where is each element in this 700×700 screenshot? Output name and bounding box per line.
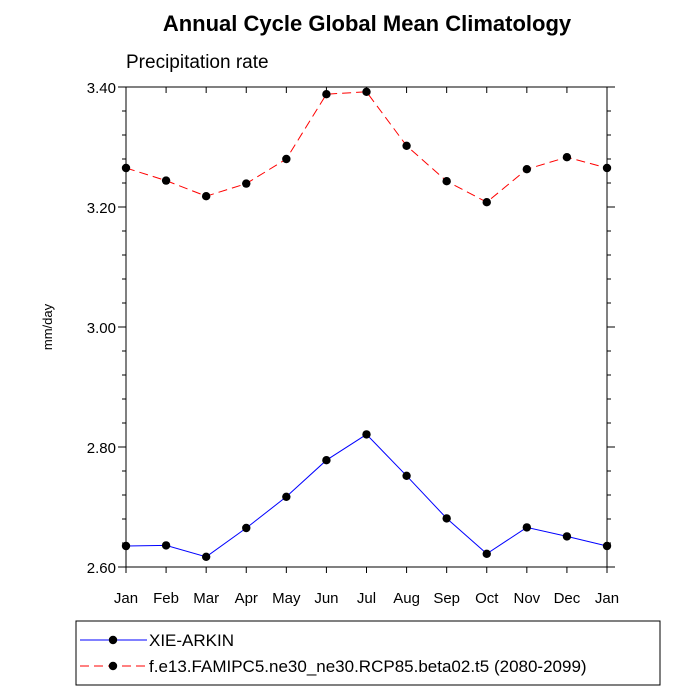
data-point-s1-10 [522, 165, 532, 174]
legend-marker-1 [108, 661, 118, 671]
data-point-s0-1 [161, 541, 171, 550]
x-tick-label: Oct [475, 590, 499, 607]
axes [118, 86, 615, 573]
series-lines [125, 91, 608, 558]
y-tick-label: 2.80 [87, 440, 116, 457]
series-markers [121, 87, 612, 561]
data-point-s1-1 [161, 176, 171, 185]
data-point-s0-12 [602, 541, 612, 551]
data-point-s1-0 [121, 163, 131, 173]
x-tick-label: Apr [235, 590, 258, 607]
legend-label-0: XIE-ARKIN [149, 631, 234, 650]
data-point-s0-5 [322, 456, 331, 465]
x-tick-label: Jan [114, 590, 138, 607]
data-point-s1-5 [322, 90, 331, 99]
legend-box [75, 620, 661, 686]
y-tick-label: 3.00 [87, 320, 116, 337]
x-tick-label: May [272, 590, 301, 607]
data-point-s1-11 [562, 153, 572, 162]
data-point-s1-2 [201, 192, 211, 201]
x-tick-label: Jun [314, 590, 338, 607]
y-tick-label: 3.20 [87, 200, 116, 217]
data-point-s0-0 [121, 541, 131, 551]
data-point-s0-8 [442, 514, 451, 523]
data-point-s0-7 [402, 471, 411, 480]
data-point-s0-2 [201, 552, 211, 561]
x-tick-label: Sep [433, 590, 460, 607]
legend-marker-0 [108, 635, 118, 645]
x-tick-label: Dec [554, 590, 581, 607]
data-point-s1-3 [242, 179, 251, 188]
series-line-1 [125, 91, 608, 203]
data-point-s1-7 [402, 141, 411, 150]
data-point-s0-11 [562, 532, 572, 541]
data-point-s1-12 [602, 163, 612, 173]
plot-frame [125, 86, 608, 568]
chart-title: Annual Cycle Global Mean Climatology [163, 11, 572, 36]
data-point-s0-9 [482, 549, 491, 558]
x-tick-label: Nov [513, 590, 540, 607]
series-line-0 [125, 433, 608, 558]
data-point-s0-10 [522, 523, 532, 532]
y-axis-label: mm/day [40, 303, 55, 350]
x-tick-label: Mar [193, 590, 219, 607]
x-tick-label: Jul [357, 590, 376, 607]
y-tick-labels: 2.60 2.80 3.00 3.20 3.40 [87, 80, 116, 577]
y-tick-label: 2.60 [87, 560, 116, 577]
y-tick-label: 3.40 [87, 80, 116, 97]
x-tick-label: Jan [595, 590, 619, 607]
legend-label-1: f.e13.FAMIPC5.ne30_ne30.RCP85.beta02.t5 … [149, 657, 587, 676]
data-point-s1-6 [362, 87, 371, 97]
x-tick-label: Feb [153, 590, 179, 607]
x-tick-labels: Jan Feb Mar Apr May Jun Jul Aug Sep Oct Nov Dec Jan [114, 590, 619, 607]
data-point-s0-6 [362, 430, 371, 439]
data-point-s1-9 [482, 198, 491, 207]
data-point-s1-8 [442, 177, 451, 186]
chart-subtitle: Precipitation rate [126, 52, 269, 73]
data-point-s0-4 [282, 492, 291, 501]
legend: XIE-ARKIN f.e13.FAMIPC5.ne30_ne30.RCP85.b… [75, 620, 661, 686]
data-point-s0-3 [242, 523, 251, 533]
x-tick-label: Aug [393, 590, 420, 607]
data-point-s1-4 [282, 154, 291, 164]
